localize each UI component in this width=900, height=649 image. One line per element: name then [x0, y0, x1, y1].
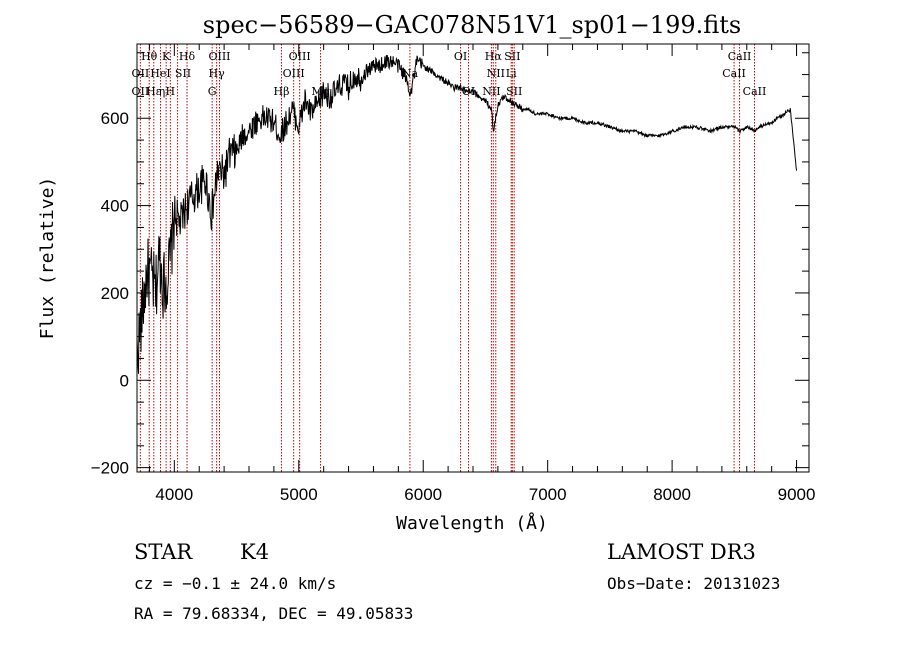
redshift-readout: cz = −0.1 ± 24.0 km/s	[134, 574, 336, 593]
line-label: Li	[506, 67, 517, 80]
x-tick-label: 6000	[404, 485, 442, 504]
line-label: SII	[175, 67, 191, 80]
line-label: Hβ	[274, 85, 290, 98]
x-tick-label: 8000	[653, 485, 691, 504]
x-tick-label: 5000	[280, 485, 318, 504]
line-label: CaII	[722, 67, 746, 80]
plot-frame	[136, 43, 810, 473]
spectrum-series	[136, 55, 798, 374]
x-tick-label: 4000	[155, 485, 193, 504]
line-label: G	[208, 85, 217, 98]
x-tick-label: 7000	[529, 485, 567, 504]
spectral-line-markers	[139, 44, 755, 472]
x-axis-label: Wavelength (Å)	[396, 512, 548, 534]
y-tick-label: 400	[101, 197, 129, 216]
y-tick-label: 0	[120, 371, 129, 390]
y-axis-ticks: −200 0 200 400 600	[91, 52, 809, 478]
x-axis-ticks: 4000 5000 6000 7000 8000 9000	[148, 44, 816, 504]
series-line-flux	[136, 55, 798, 374]
line-label: CaII	[743, 85, 767, 98]
y-tick-label: 200	[101, 284, 129, 303]
line-label: SII	[504, 50, 520, 63]
coordinates-readout: RA = 79.68334, DEC = 49.05833	[134, 604, 413, 623]
line-label: Hδ	[179, 50, 196, 63]
line-label: Hε	[146, 85, 162, 98]
y-tick-label: −200	[91, 459, 129, 478]
line-label: CaII	[728, 50, 752, 63]
line-label: Hα	[485, 50, 503, 63]
line-label: OIII	[283, 67, 305, 80]
x-tick-label: 9000	[778, 485, 816, 504]
line-label: Hγ	[209, 67, 226, 80]
observation-date: Obs−Date: 20131023	[607, 574, 780, 593]
line-label: NII	[482, 85, 500, 98]
line-label: OII	[132, 85, 150, 98]
line-label: Hθ	[141, 50, 158, 63]
chart-title: spec−56589−GAC078N51V1_sp01−199.fits	[203, 11, 741, 39]
y-axis-label: Flux (relative)	[37, 177, 58, 340]
line-label: SII	[506, 85, 522, 98]
line-label: OI	[454, 50, 467, 63]
line-label: K	[162, 50, 171, 63]
line-label: OIII	[208, 50, 230, 63]
line-label: H	[166, 85, 176, 98]
object-class: STAR	[134, 540, 193, 564]
survey-name: LAMOST DR3	[607, 540, 756, 564]
line-label: NII	[487, 67, 505, 80]
line-label: OII	[132, 67, 150, 80]
object-subclass: K4	[240, 540, 269, 564]
line-label: HeI	[150, 67, 170, 80]
line-label: OIII	[289, 50, 311, 63]
line-label: η	[159, 85, 166, 98]
y-tick-label: 600	[101, 109, 129, 128]
